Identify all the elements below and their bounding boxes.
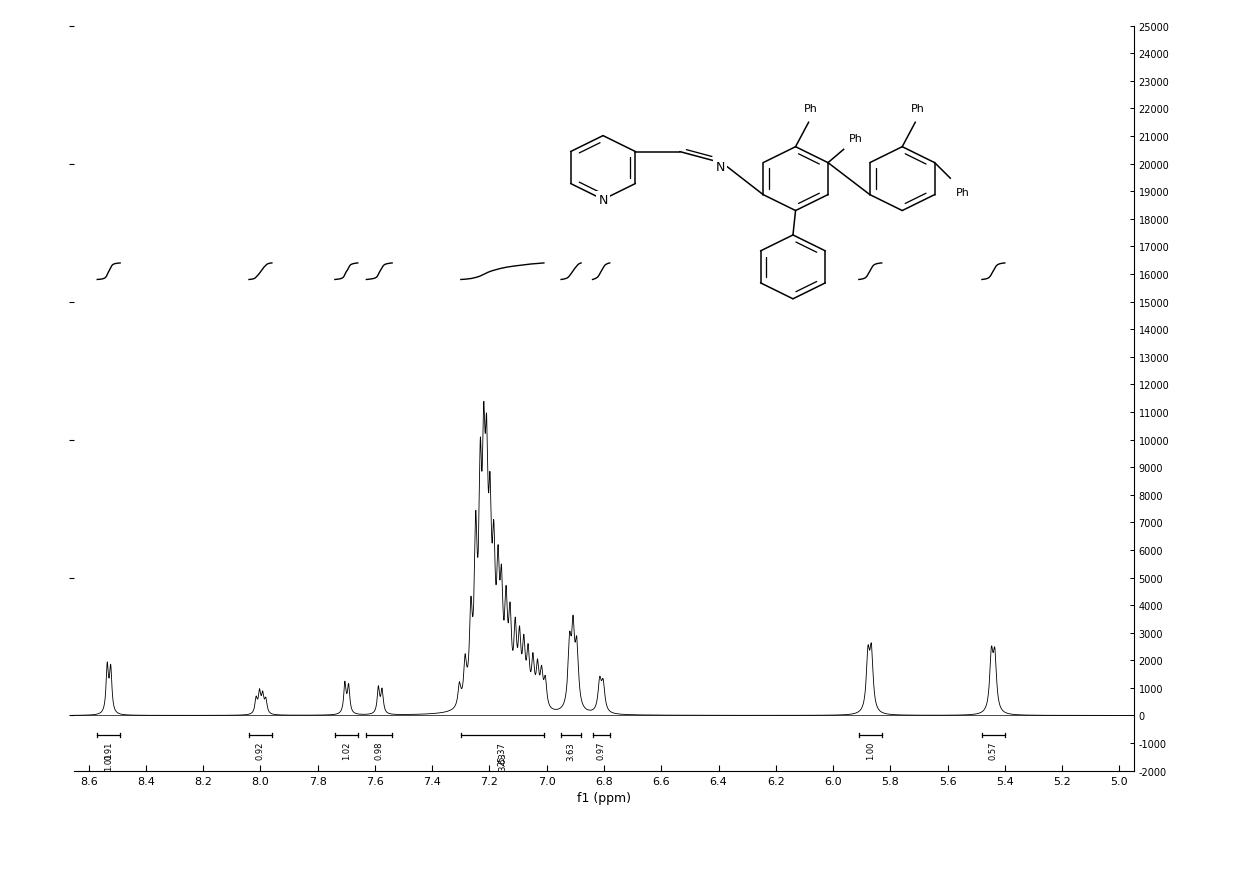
Text: N: N xyxy=(598,194,607,206)
Text: 3.63: 3.63 xyxy=(566,741,576,760)
Text: 0.97: 0.97 xyxy=(597,741,606,759)
Text: 1.00: 1.00 xyxy=(866,741,875,759)
Text: 1.01: 1.01 xyxy=(104,751,113,770)
Text: Ph: Ph xyxy=(804,105,818,114)
Text: 0.92: 0.92 xyxy=(256,741,265,759)
Text: Ph: Ph xyxy=(955,188,969,198)
Text: 3.63: 3.63 xyxy=(498,751,507,770)
X-axis label: f1 (ppm): f1 (ppm) xyxy=(577,791,631,804)
Text: 0.57: 0.57 xyxy=(989,741,997,759)
Text: 1.02: 1.02 xyxy=(342,741,351,759)
Text: Ph: Ph xyxy=(911,105,924,114)
Text: N: N xyxy=(716,161,725,174)
Text: 25.37: 25.37 xyxy=(498,741,507,765)
Text: 0.98: 0.98 xyxy=(374,741,384,759)
Text: 0.91: 0.91 xyxy=(104,741,113,759)
Text: Ph: Ph xyxy=(849,134,862,144)
